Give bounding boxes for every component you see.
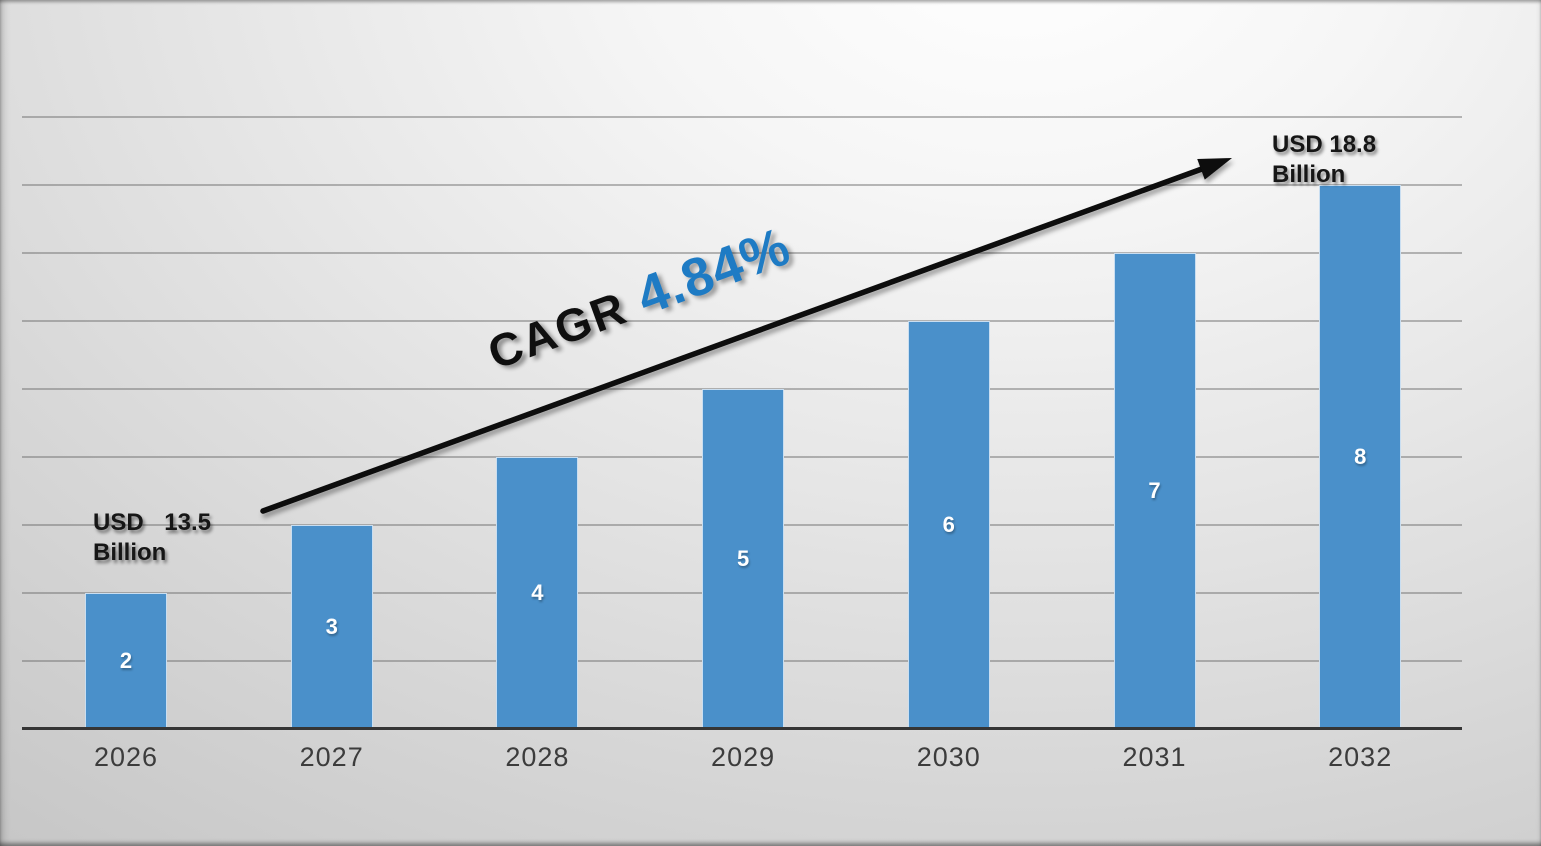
end-value-label: USD 18.8 Billion: [1272, 130, 1412, 190]
start-currency: USD: [93, 509, 144, 536]
start-unit: Billion: [93, 539, 167, 566]
bar-2032: 8: [1319, 184, 1402, 729]
x-tick-2031: 2031: [1122, 742, 1187, 772]
bar-value-label: 6: [942, 511, 955, 537]
bar-value-label: 2: [119, 647, 133, 673]
start-amount: 13.5: [164, 509, 211, 536]
end-unit: Billion: [1272, 161, 1346, 188]
x-tick-2030: 2030: [916, 742, 981, 772]
start-value-line1: USD 13.5: [93, 508, 211, 538]
end-amount: USD 18.8: [1272, 131, 1377, 158]
bar-2030: 6: [907, 320, 990, 729]
start-value-label: USD 13.5 Billion: [93, 508, 211, 568]
gridline: [22, 183, 1462, 186]
gridline: [22, 115, 1462, 118]
bar-value-label: 7: [1148, 477, 1161, 503]
x-tick-2028: 2028: [505, 742, 570, 772]
bar-value-label: 3: [325, 613, 338, 639]
bar-2031: 7: [1113, 252, 1196, 729]
bar-2026: 2: [85, 592, 167, 729]
x-axis-line: [22, 727, 1462, 730]
bar-value-label: 5: [736, 545, 750, 571]
bar-2028: 4: [496, 456, 579, 729]
x-tick-2027: 2027: [299, 742, 364, 772]
gridline: [22, 319, 1462, 322]
bar-value-label: 8: [1354, 443, 1367, 469]
x-tick-2026: 2026: [93, 742, 159, 772]
bar-value-label: 4: [531, 579, 544, 605]
bar-2029: 5: [702, 388, 785, 729]
bar-2027: 3: [290, 524, 373, 729]
x-tick-2029: 2029: [711, 742, 776, 772]
x-tick-2032: 2032: [1328, 742, 1393, 772]
